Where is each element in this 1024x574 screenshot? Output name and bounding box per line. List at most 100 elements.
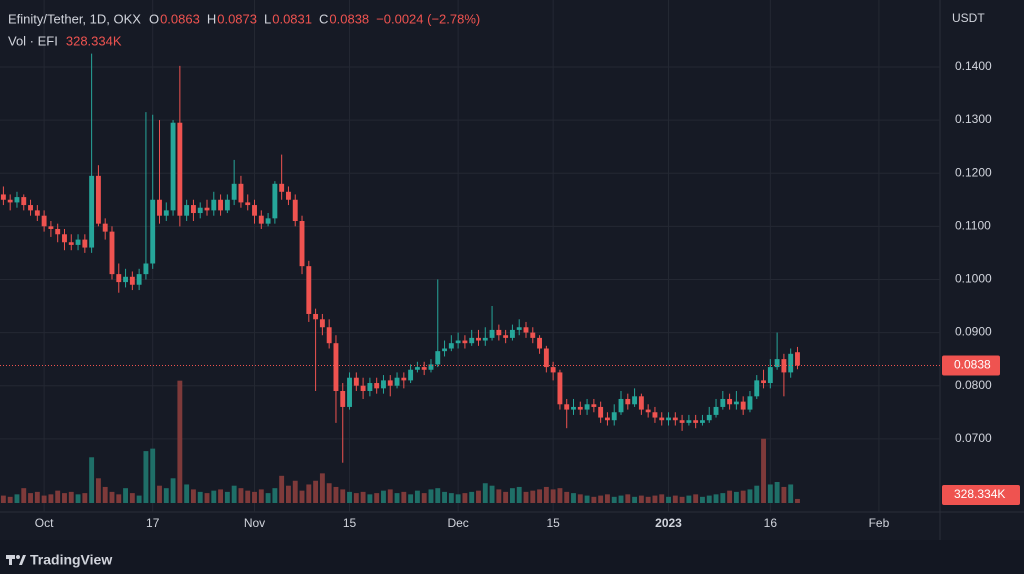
volume-bar xyxy=(62,493,67,503)
legend-title: Efinity/Tether, 1D, OKX xyxy=(8,11,141,26)
volume-bar xyxy=(136,495,142,503)
volume-bar xyxy=(177,380,183,503)
volume-bar xyxy=(353,493,359,503)
candle-body xyxy=(428,364,434,370)
candle-body xyxy=(381,380,386,389)
y-tick-label: 0.1100 xyxy=(955,218,991,232)
candle-body xyxy=(496,329,502,336)
volume-bar xyxy=(781,486,787,503)
candle-body xyxy=(550,367,556,373)
candle-body xyxy=(224,199,230,211)
volume-bar xyxy=(754,485,760,503)
candle-body xyxy=(652,412,658,418)
candle-body xyxy=(14,197,20,203)
candle-body xyxy=(319,319,325,328)
volume-bar xyxy=(190,489,196,503)
volume-bar xyxy=(442,491,447,503)
candle-body xyxy=(41,215,47,227)
candle-body xyxy=(577,406,583,410)
candle-body xyxy=(279,183,285,192)
candle-body xyxy=(503,335,509,338)
candle-body xyxy=(761,380,766,384)
volume-bar xyxy=(129,493,135,503)
candle-body xyxy=(747,396,753,410)
volume-bar xyxy=(557,488,563,503)
volume-bar xyxy=(340,489,346,503)
volume-bar xyxy=(231,485,237,503)
candle-body xyxy=(374,383,380,389)
volume-bar xyxy=(523,491,529,503)
x-tick-label: Nov xyxy=(244,516,265,530)
volume-bar xyxy=(537,489,543,503)
volume-bar xyxy=(666,496,671,503)
candle-body xyxy=(740,401,746,410)
volume-bar xyxy=(252,491,257,503)
candle-body xyxy=(686,420,692,423)
last-volume-tag xyxy=(942,484,1020,505)
candle-body xyxy=(421,367,427,370)
candle-body xyxy=(360,385,366,391)
candle-body xyxy=(537,337,543,349)
volume-bar xyxy=(75,494,81,503)
volume-bar xyxy=(788,484,794,503)
candle-body xyxy=(129,276,135,285)
candle-body xyxy=(163,210,169,216)
volume-bar xyxy=(34,491,40,503)
volume-bar xyxy=(68,491,74,503)
legend-value: 0.0831 xyxy=(272,11,312,26)
candle-body xyxy=(408,369,414,381)
volume-bar xyxy=(272,488,278,503)
candle-body xyxy=(604,417,610,421)
volume-bar xyxy=(150,448,156,503)
candle-body xyxy=(727,398,733,405)
volume-bar xyxy=(123,488,129,503)
volume-bar xyxy=(564,491,570,503)
x-tick-label: 2023 xyxy=(655,516,682,530)
volume-bar xyxy=(28,493,33,503)
volume-bar xyxy=(204,493,210,503)
candle-body xyxy=(109,231,115,275)
volume-bar xyxy=(428,489,434,503)
volume-bar xyxy=(740,490,746,503)
volume-bar xyxy=(421,493,427,503)
x-tick-label: 15 xyxy=(546,516,560,530)
volume-bar xyxy=(604,494,610,503)
volume-bar xyxy=(700,496,705,503)
volume-bar xyxy=(727,490,733,503)
volume-bar xyxy=(157,485,162,503)
volume-bar xyxy=(245,490,251,503)
volume-bar xyxy=(89,457,95,503)
volume-pane xyxy=(0,380,800,503)
volume-bar xyxy=(747,489,753,503)
volume-bar xyxy=(326,483,332,503)
volume-bar xyxy=(659,494,665,503)
candle-body xyxy=(286,191,291,200)
candle-body xyxy=(306,266,312,314)
volume-bar xyxy=(693,494,699,503)
volume-bar xyxy=(381,490,386,503)
volume-bar xyxy=(455,494,461,503)
candle-body xyxy=(68,242,74,245)
candle-body xyxy=(123,276,129,283)
x-tick-label: Dec xyxy=(447,516,468,530)
candle-body xyxy=(34,210,40,216)
footer-bar xyxy=(0,540,1024,574)
x-tick-label: 17 xyxy=(146,516,160,530)
volume-bar xyxy=(489,485,495,503)
volume-bar xyxy=(55,490,61,503)
last-price-tag xyxy=(942,355,1000,376)
volume-bar xyxy=(414,490,420,503)
volume-bar xyxy=(652,495,658,503)
candle-body xyxy=(367,383,373,391)
volume-bar xyxy=(48,494,54,503)
volume-bar xyxy=(713,494,719,503)
volume-bar xyxy=(408,494,414,503)
volume-bar xyxy=(482,483,488,503)
candle-body xyxy=(788,353,794,373)
candle-body xyxy=(150,199,156,264)
candle-body xyxy=(638,396,644,410)
volume-bar xyxy=(360,491,366,503)
candle-body xyxy=(353,377,359,386)
candle-body xyxy=(387,380,393,386)
candle-body xyxy=(184,205,190,216)
